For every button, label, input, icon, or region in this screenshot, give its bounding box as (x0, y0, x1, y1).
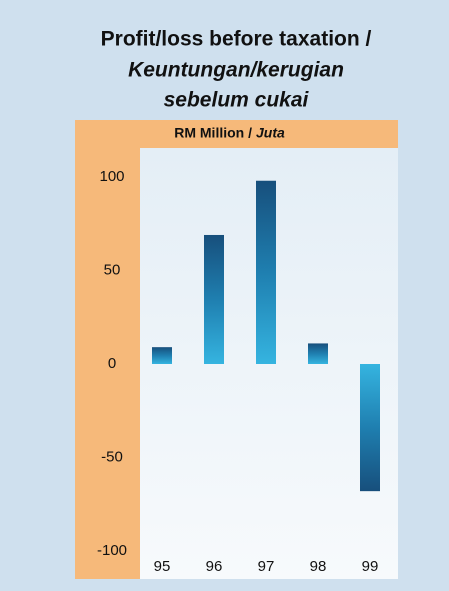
x-tick-label: 99 (362, 558, 379, 575)
y-tick-label: -50 (101, 448, 123, 465)
x-tick-label: 95 (154, 558, 171, 575)
bar (204, 234, 224, 364)
y-tick-label: -100 (97, 542, 127, 559)
bar (308, 343, 328, 364)
chart-subtitle: Keuntungan/kerugian (128, 59, 344, 82)
chart-subtitle: sebelum cukai (164, 89, 310, 112)
chart-title: Profit/loss before taxation / (101, 28, 372, 51)
y-tick-label: 0 (108, 355, 116, 372)
y-tick-label: 100 (99, 168, 124, 185)
x-tick-label: 97 (258, 558, 275, 575)
x-tick-label: 98 (310, 558, 327, 575)
x-tick-label: 96 (206, 558, 223, 575)
bar (152, 347, 172, 364)
bar (256, 180, 276, 364)
axis-label: Juta (256, 125, 285, 141)
y-tick-label: 50 (104, 261, 121, 278)
bar (360, 364, 380, 492)
axis-label: RM Million / (174, 125, 252, 141)
